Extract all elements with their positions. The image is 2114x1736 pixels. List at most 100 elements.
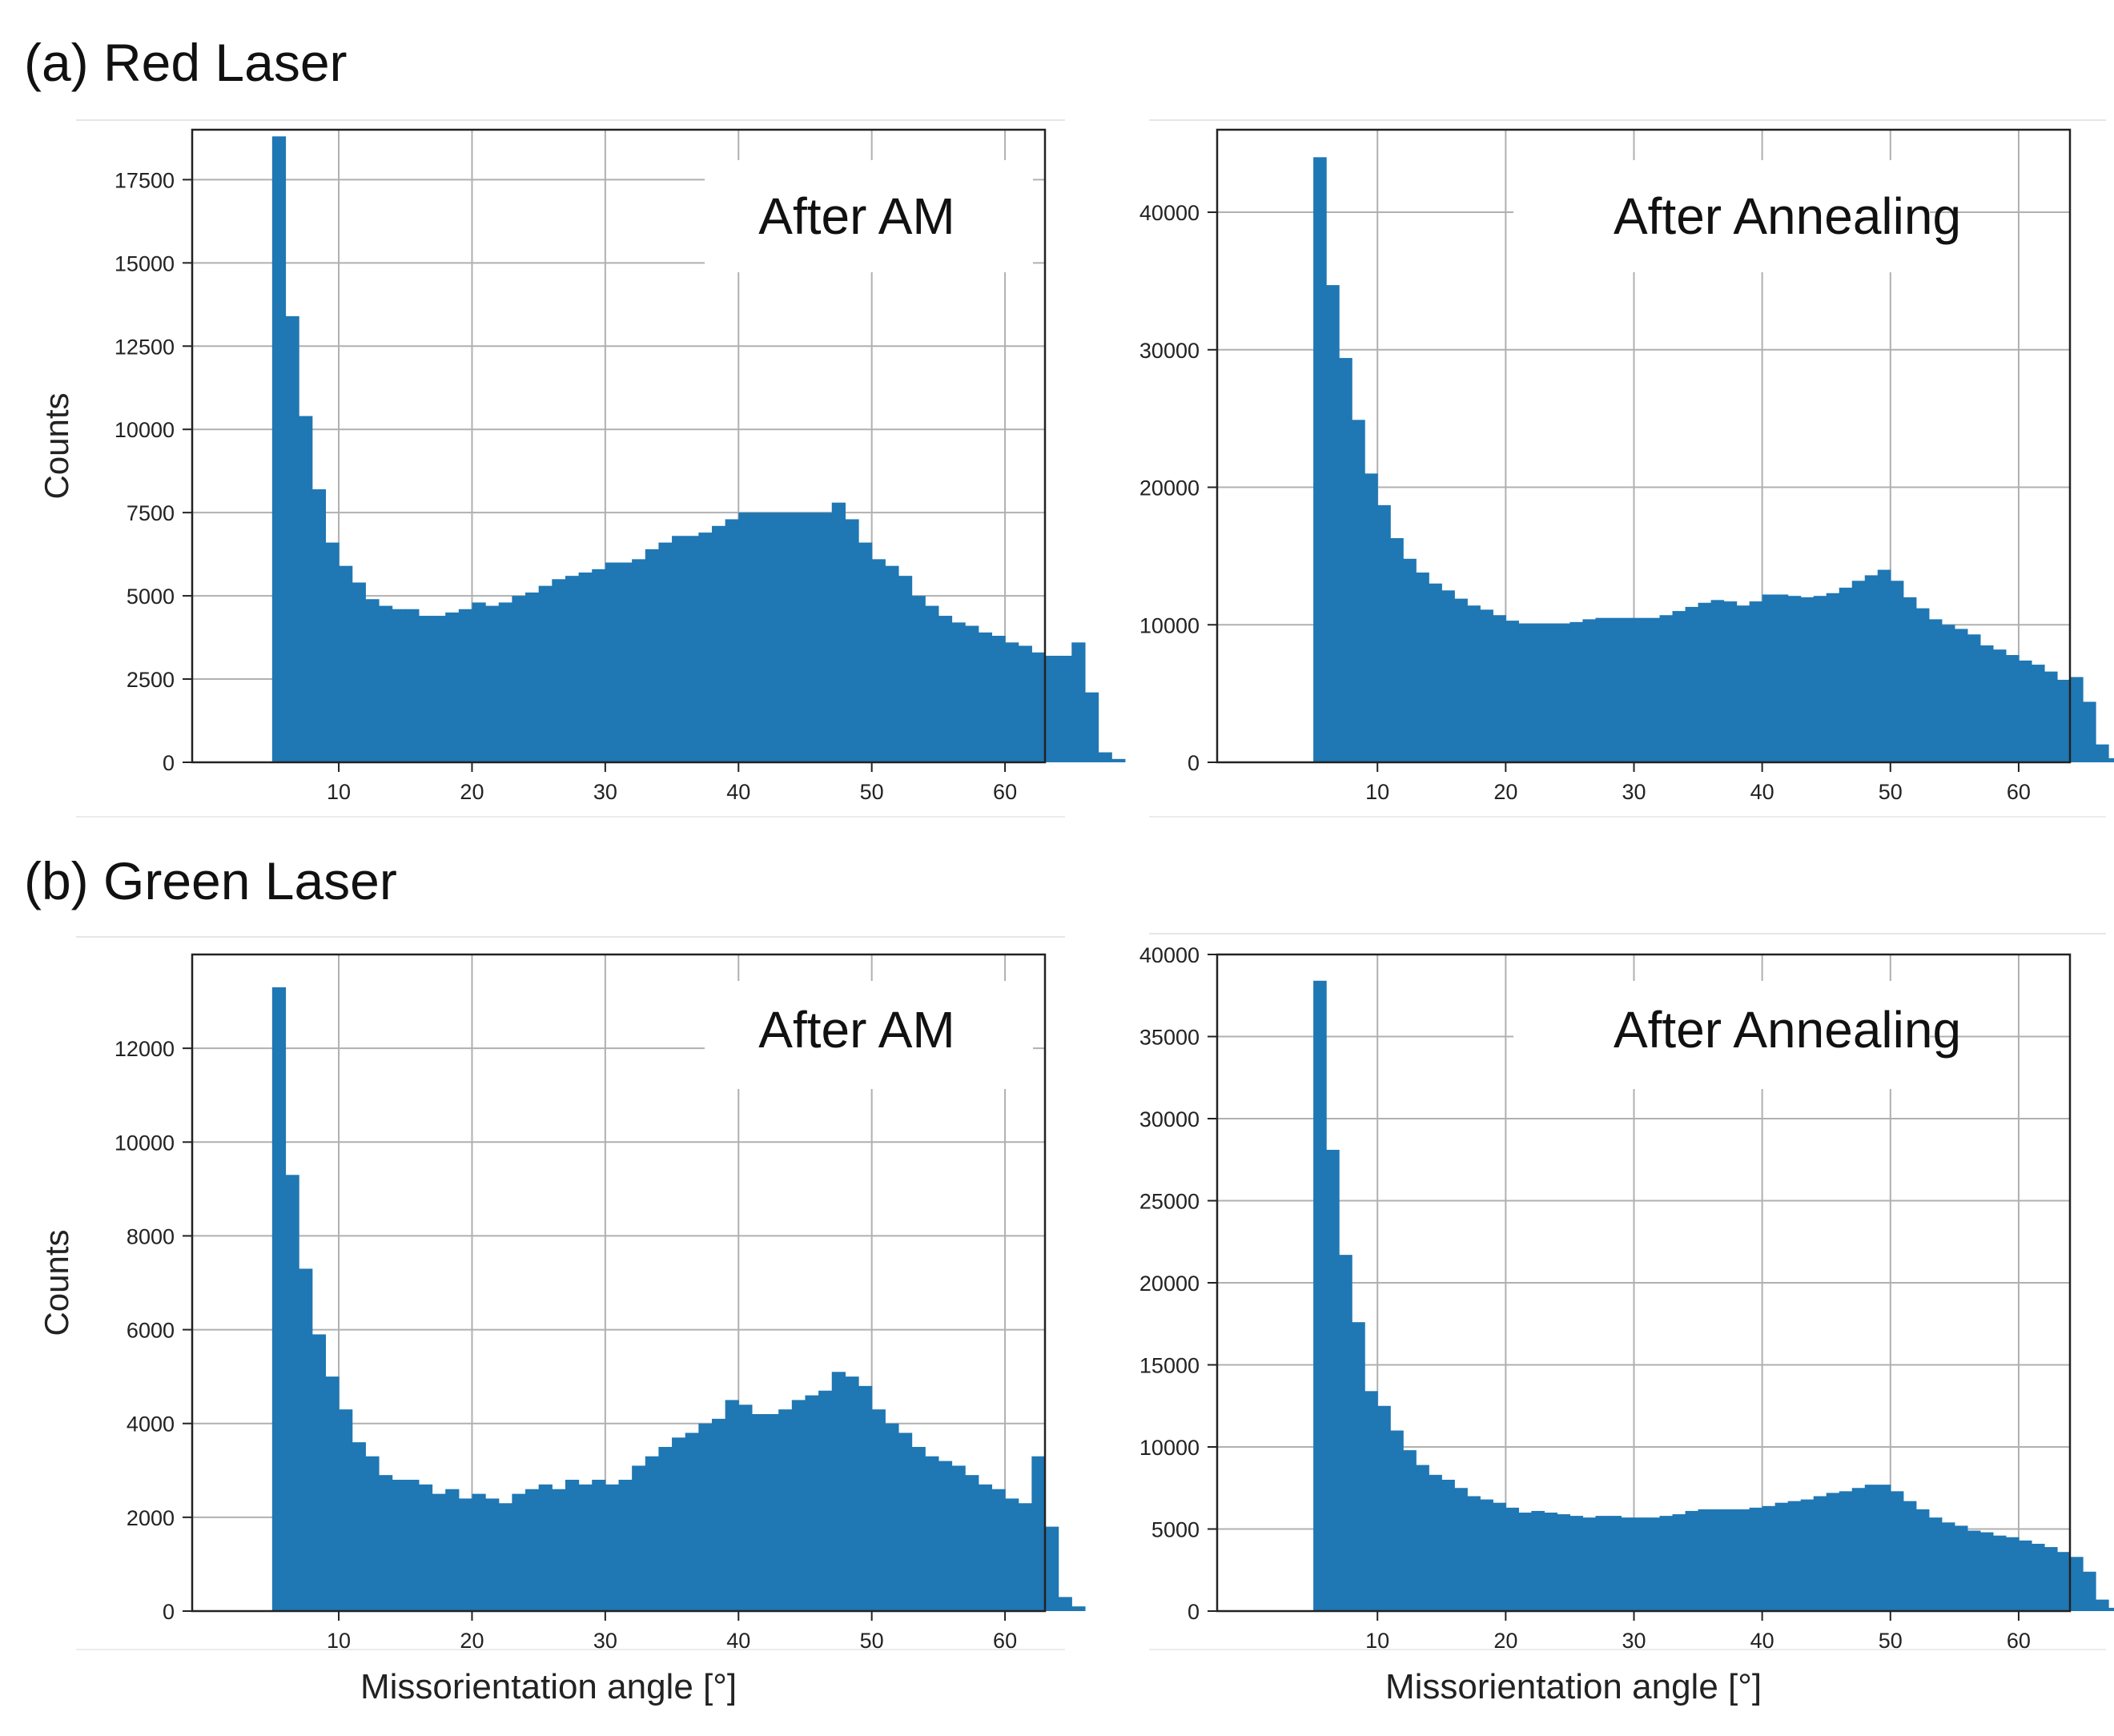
histogram-bar xyxy=(418,1484,433,1611)
x-tick-label: 30 xyxy=(593,1629,617,1653)
histogram-bar xyxy=(1762,594,1776,762)
histogram-bar xyxy=(885,565,899,762)
y-tick-label: 5000 xyxy=(1151,1518,1200,1542)
histogram-bar xyxy=(2018,660,2032,762)
histogram-bar xyxy=(2070,677,2084,762)
histogram-bar xyxy=(1928,619,1943,762)
histogram-bar xyxy=(1826,593,1840,762)
histogram-bar xyxy=(1877,1485,1891,1611)
histogram-bar xyxy=(1992,1535,2007,1611)
histogram-bar xyxy=(1557,623,1571,762)
histogram-bar xyxy=(1839,1491,1853,1611)
histogram-bar xyxy=(1441,590,1455,762)
histogram-bar xyxy=(938,616,953,762)
histogram-bar xyxy=(1390,1430,1404,1611)
histogram-bar xyxy=(2018,1540,2032,1611)
histogram-bar xyxy=(791,512,806,762)
histogram-bar xyxy=(1890,581,1904,762)
histogram-bar xyxy=(1467,1496,1481,1611)
histogram-bar xyxy=(1954,1525,1968,1611)
histogram-bar xyxy=(1659,1516,1674,1611)
histogram-bar xyxy=(1787,596,1802,762)
histogram-bar xyxy=(818,512,833,762)
histogram-bar xyxy=(831,502,846,762)
histogram-bar xyxy=(365,1456,380,1611)
histogram-bar xyxy=(1698,602,1712,762)
chart-svg-green-after-am: 0 2000 4000 6000 8000 10000 12000 10 20 30 40 50 60 C… xyxy=(38,936,1086,1653)
y-tick-label: 20000 xyxy=(1139,476,1200,500)
histogram-bar xyxy=(1531,1510,1545,1611)
histogram-bar xyxy=(965,1475,979,1611)
histogram-bar xyxy=(339,1409,353,1611)
x-tick-label: 10 xyxy=(1365,1629,1389,1653)
histogram-bar xyxy=(311,489,327,762)
histogram-bar xyxy=(458,609,473,762)
histogram-bar xyxy=(1710,1509,1725,1611)
x-tick-label: 60 xyxy=(993,1629,1017,1653)
histogram-bar xyxy=(299,416,313,762)
histogram-bar xyxy=(1774,1502,1789,1611)
histogram-bar xyxy=(698,532,713,762)
x-tick-label: 30 xyxy=(593,780,617,804)
plot-frame xyxy=(1216,128,2072,764)
y-tick-label: 12500 xyxy=(115,335,175,359)
histogram-bar xyxy=(911,1447,926,1611)
histogram-bar xyxy=(1480,609,1493,762)
plot-frame xyxy=(191,128,1047,764)
x-tick-label: 50 xyxy=(1879,780,1903,804)
histogram-bar xyxy=(618,1480,633,1611)
histogram-bar xyxy=(1454,1488,1468,1611)
histogram-bar xyxy=(325,1376,340,1611)
histogram-bar xyxy=(672,1437,686,1611)
histogram-bar xyxy=(711,1418,726,1611)
histogram-bar xyxy=(1941,1522,1955,1611)
histogram-bar xyxy=(1890,1491,1904,1611)
histogram-bar xyxy=(1928,1517,1943,1611)
histogram-bar xyxy=(791,1400,806,1611)
chart-red-after-am: 0 2500 5000 7500 10000 12500 15000 17500 10 20 30 4… xyxy=(0,112,1126,833)
histogram-bar xyxy=(2083,1571,2096,1611)
histogram-bar xyxy=(1005,642,1019,762)
histogram-bar xyxy=(778,1409,793,1611)
histogram-bar xyxy=(1377,1405,1391,1611)
histogram-bar xyxy=(2056,679,2071,762)
x-tick-label: 50 xyxy=(1879,1629,1903,1653)
histogram-bar xyxy=(1710,600,1725,762)
histogram-bar xyxy=(1416,573,1429,762)
histogram-bar xyxy=(565,576,580,762)
histogram-bar xyxy=(1018,645,1032,762)
histogram-bar xyxy=(858,542,873,762)
histogram-bar xyxy=(925,1456,939,1611)
histogram-bar xyxy=(352,582,366,762)
x-tick-label: 50 xyxy=(860,780,884,804)
y-tick-label: 30000 xyxy=(1139,339,1200,363)
y-tick-label: 5000 xyxy=(127,585,175,609)
histogram-bar xyxy=(552,579,566,762)
chart-green-after-am: 0 2000 4000 6000 8000 10000 12000 10 20 30 40 50 60 C… xyxy=(0,929,1086,1666)
histogram-bar xyxy=(1864,575,1879,762)
histogram-bar xyxy=(845,519,859,762)
x-tick-label: 60 xyxy=(993,780,1017,804)
histogram-bar xyxy=(1608,1516,1622,1611)
histogram-bar xyxy=(512,1493,526,1611)
histogram-bar xyxy=(1749,1507,1763,1611)
histogram-bar xyxy=(831,1372,846,1611)
histogram-bar xyxy=(845,1376,859,1611)
x-tick-label: 40 xyxy=(726,780,750,804)
histogram-bar xyxy=(1915,1509,1930,1611)
plot-frame xyxy=(191,953,1047,1613)
histogram-bar xyxy=(871,559,886,762)
histogram-bar xyxy=(1941,625,1955,762)
y-tick-label: 40000 xyxy=(1139,201,1200,225)
histogram-bar xyxy=(965,625,979,762)
histogram-bar xyxy=(1505,1507,1519,1611)
x-tick-label: 20 xyxy=(1493,1629,1517,1653)
histogram-bar xyxy=(1454,598,1468,762)
y-tick-label: 7500 xyxy=(127,501,175,525)
histogram-bar xyxy=(1800,1499,1815,1611)
histogram-bar xyxy=(1634,617,1648,762)
histogram-bar xyxy=(1595,1516,1610,1611)
histogram-bar xyxy=(498,1503,512,1611)
x-tick-label: 60 xyxy=(2007,1629,2031,1653)
histogram-bar xyxy=(685,536,699,762)
